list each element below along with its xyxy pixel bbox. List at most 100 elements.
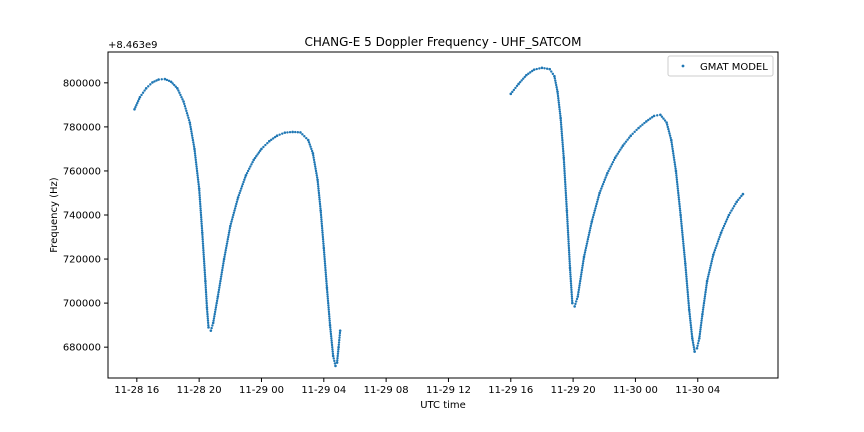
- data-point-interp: [680, 220, 683, 223]
- data-point: [613, 156, 617, 160]
- data-point-interp: [696, 344, 699, 347]
- data-point-interp: [199, 202, 202, 206]
- data-point-interp: [561, 145, 565, 148]
- data-point-interp: [314, 169, 318, 173]
- data-point-interp: [173, 83, 176, 87]
- data-point: [582, 255, 586, 259]
- data-point-interp: [228, 229, 231, 232]
- data-point-interp: [568, 264, 572, 267]
- data-point-interp: [332, 357, 335, 360]
- data-point-interp: [591, 216, 595, 219]
- data-point-interp: [554, 83, 558, 87]
- data-point-interp: [316, 182, 320, 186]
- data-point-interp: [558, 110, 562, 113]
- data-point-interp: [229, 222, 233, 226]
- data-point-interp: [643, 121, 646, 125]
- data-point-interp: [201, 238, 204, 241]
- legend-label-gmat-model: GMAT MODEL: [700, 62, 768, 73]
- data-point-interp: [195, 163, 198, 166]
- data-point-interp: [588, 229, 592, 232]
- data-point-interp: [234, 204, 237, 208]
- data-point-interp: [556, 94, 560, 98]
- y-tick-label: 740000: [63, 211, 101, 222]
- data-point: [138, 95, 142, 99]
- data-point-interp: [219, 277, 222, 281]
- data-point-interp: [569, 279, 573, 283]
- data-point-interp: [165, 78, 169, 82]
- data-point-interp: [527, 72, 530, 75]
- data-point-interp: [200, 220, 203, 223]
- data-point: [311, 152, 315, 155]
- data-point-interp: [683, 251, 686, 254]
- data-point: [275, 134, 279, 137]
- data-point-interp: [570, 288, 573, 292]
- data-point-interp: [581, 266, 584, 270]
- data-point-interp: [318, 196, 321, 199]
- data-point-interp: [320, 224, 324, 228]
- data-point-interp: [535, 67, 538, 71]
- data-point-interp: [185, 111, 189, 115]
- data-point-interp: [202, 260, 206, 263]
- data-point-interp: [323, 257, 326, 261]
- data-point-interp: [635, 128, 638, 132]
- data-point-interp: [559, 123, 563, 126]
- data-point-interp: [693, 348, 696, 351]
- data-point-interp: [565, 204, 568, 208]
- data-point-interp: [564, 182, 567, 186]
- data-point-interp: [322, 251, 326, 254]
- data-point-interp: [566, 220, 569, 223]
- data-point-interp: [682, 249, 686, 252]
- x-tick-label: 11-29 16: [488, 385, 533, 396]
- data-point-interp: [204, 293, 208, 296]
- data-point-interp: [570, 297, 574, 300]
- data-point-interp: [566, 218, 569, 221]
- data-point-interp: [595, 202, 598, 206]
- data-point: [229, 224, 232, 228]
- data-point-interp: [685, 273, 688, 276]
- data-point-interp: [604, 176, 607, 179]
- data-point-interp: [567, 242, 570, 245]
- data-point-interp: [713, 249, 717, 252]
- data-point-interp: [586, 238, 590, 241]
- data-point-interp: [149, 83, 152, 86]
- data-point-interp: [558, 105, 561, 109]
- data-point-interp: [560, 127, 563, 131]
- data-point-interp: [569, 284, 573, 287]
- data-point-interp: [198, 189, 201, 192]
- data-point-interp: [700, 317, 704, 320]
- x-axis-ticks: 11-28 16 11-28 20 11-29 00 11-29 04 11-29 08…: [114, 378, 720, 396]
- data-point-interp: [326, 297, 330, 300]
- data-point-interp: [563, 176, 567, 179]
- data-point-interp: [237, 193, 241, 197]
- data-point-interp: [330, 341, 334, 344]
- data-point-interp: [221, 266, 224, 270]
- series-layer: [133, 66, 745, 368]
- data-point-interp: [576, 293, 580, 296]
- data-point-interp: [574, 302, 577, 306]
- data-point-interp: [564, 193, 568, 197]
- data-point-interp: [561, 143, 564, 146]
- data-point-interp: [656, 114, 659, 117]
- data-point-interp: [716, 240, 720, 243]
- data-point: [556, 90, 559, 93]
- data-point-interp: [155, 79, 158, 82]
- data-point-interp: [331, 345, 334, 349]
- data-point-interp: [206, 310, 209, 314]
- data-point-interp: [678, 209, 682, 212]
- data-point: [590, 220, 594, 223]
- data-point-interp: [227, 233, 230, 237]
- data-point: [669, 138, 673, 142]
- data-point-interp: [312, 154, 315, 157]
- data-point-interp: [668, 134, 672, 137]
- data-point-interp: [620, 146, 623, 149]
- data-point-interp: [286, 131, 289, 134]
- data-point-interp: [561, 136, 564, 140]
- data-point-interp: [570, 286, 573, 289]
- data-point-interp: [324, 268, 327, 272]
- data-point-interp: [566, 222, 569, 226]
- data-point-interp: [567, 249, 571, 252]
- data-point-interp: [325, 279, 328, 283]
- data-point-interp: [675, 178, 679, 181]
- data-point-interp: [590, 222, 593, 226]
- data-point-interp: [200, 222, 203, 226]
